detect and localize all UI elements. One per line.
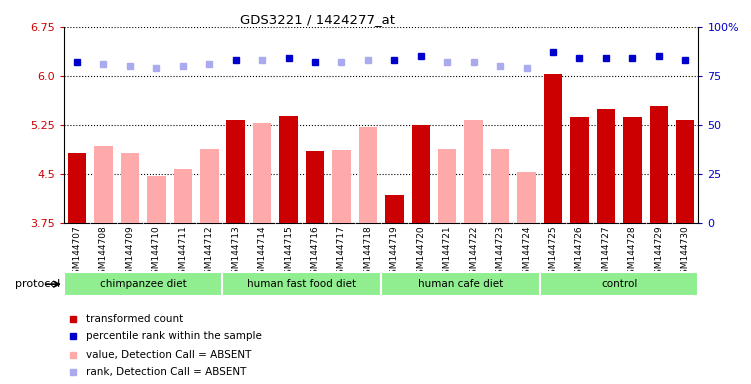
Bar: [173, 169, 192, 223]
Text: transformed count: transformed count: [86, 314, 183, 324]
Text: protocol: protocol: [15, 279, 60, 289]
Text: GSM144721: GSM144721: [443, 225, 452, 280]
Text: GSM144728: GSM144728: [628, 225, 637, 280]
Text: rank, Detection Call = ABSENT: rank, Detection Call = ABSENT: [86, 367, 246, 377]
Bar: [382, 272, 540, 296]
Text: GSM144727: GSM144727: [602, 225, 611, 280]
Text: GSM144707: GSM144707: [73, 225, 82, 280]
Text: control: control: [601, 279, 638, 289]
Bar: [464, 120, 483, 223]
Bar: [359, 127, 377, 223]
Bar: [121, 153, 139, 223]
Bar: [385, 195, 403, 223]
Bar: [544, 74, 562, 223]
Text: GSM144720: GSM144720: [416, 225, 425, 280]
Text: GDS3221 / 1424277_at: GDS3221 / 1424277_at: [240, 13, 395, 26]
Bar: [253, 123, 271, 223]
Bar: [438, 149, 457, 223]
Text: GSM144729: GSM144729: [654, 225, 663, 280]
Text: chimpanzee diet: chimpanzee diet: [100, 279, 186, 289]
Text: GSM144724: GSM144724: [522, 225, 531, 280]
Text: GSM144730: GSM144730: [680, 225, 689, 280]
Bar: [147, 176, 166, 223]
Bar: [222, 272, 382, 296]
Text: human fast food diet: human fast food diet: [247, 279, 357, 289]
Bar: [64, 272, 222, 296]
Bar: [517, 172, 535, 223]
Text: GSM144712: GSM144712: [205, 225, 214, 280]
Bar: [650, 106, 668, 223]
Text: GSM144708: GSM144708: [99, 225, 108, 280]
Bar: [94, 146, 113, 223]
Bar: [676, 120, 695, 223]
Text: value, Detection Call = ABSENT: value, Detection Call = ABSENT: [86, 350, 252, 360]
Text: GSM144719: GSM144719: [390, 225, 399, 280]
Text: GSM144722: GSM144722: [469, 225, 478, 280]
Bar: [200, 149, 219, 223]
Text: GSM144709: GSM144709: [125, 225, 134, 280]
Bar: [227, 120, 245, 223]
Bar: [596, 109, 615, 223]
Bar: [68, 153, 86, 223]
Bar: [540, 272, 698, 296]
Text: GSM144718: GSM144718: [363, 225, 372, 280]
Text: GSM144711: GSM144711: [178, 225, 187, 280]
Text: GSM144713: GSM144713: [231, 225, 240, 280]
Text: GSM144726: GSM144726: [575, 225, 584, 280]
Text: GSM144715: GSM144715: [284, 225, 293, 280]
Bar: [332, 150, 351, 223]
Text: GSM144717: GSM144717: [337, 225, 346, 280]
Text: GSM144716: GSM144716: [310, 225, 319, 280]
Text: GSM144723: GSM144723: [496, 225, 505, 280]
Text: GSM144714: GSM144714: [258, 225, 267, 280]
Text: percentile rank within the sample: percentile rank within the sample: [86, 331, 262, 341]
Bar: [491, 149, 509, 223]
Text: GSM144725: GSM144725: [548, 225, 557, 280]
Text: GSM144710: GSM144710: [152, 225, 161, 280]
Bar: [623, 117, 641, 223]
Bar: [306, 151, 324, 223]
Bar: [412, 126, 430, 223]
Text: human cafe diet: human cafe diet: [418, 279, 503, 289]
Bar: [570, 117, 589, 223]
Bar: [279, 116, 298, 223]
